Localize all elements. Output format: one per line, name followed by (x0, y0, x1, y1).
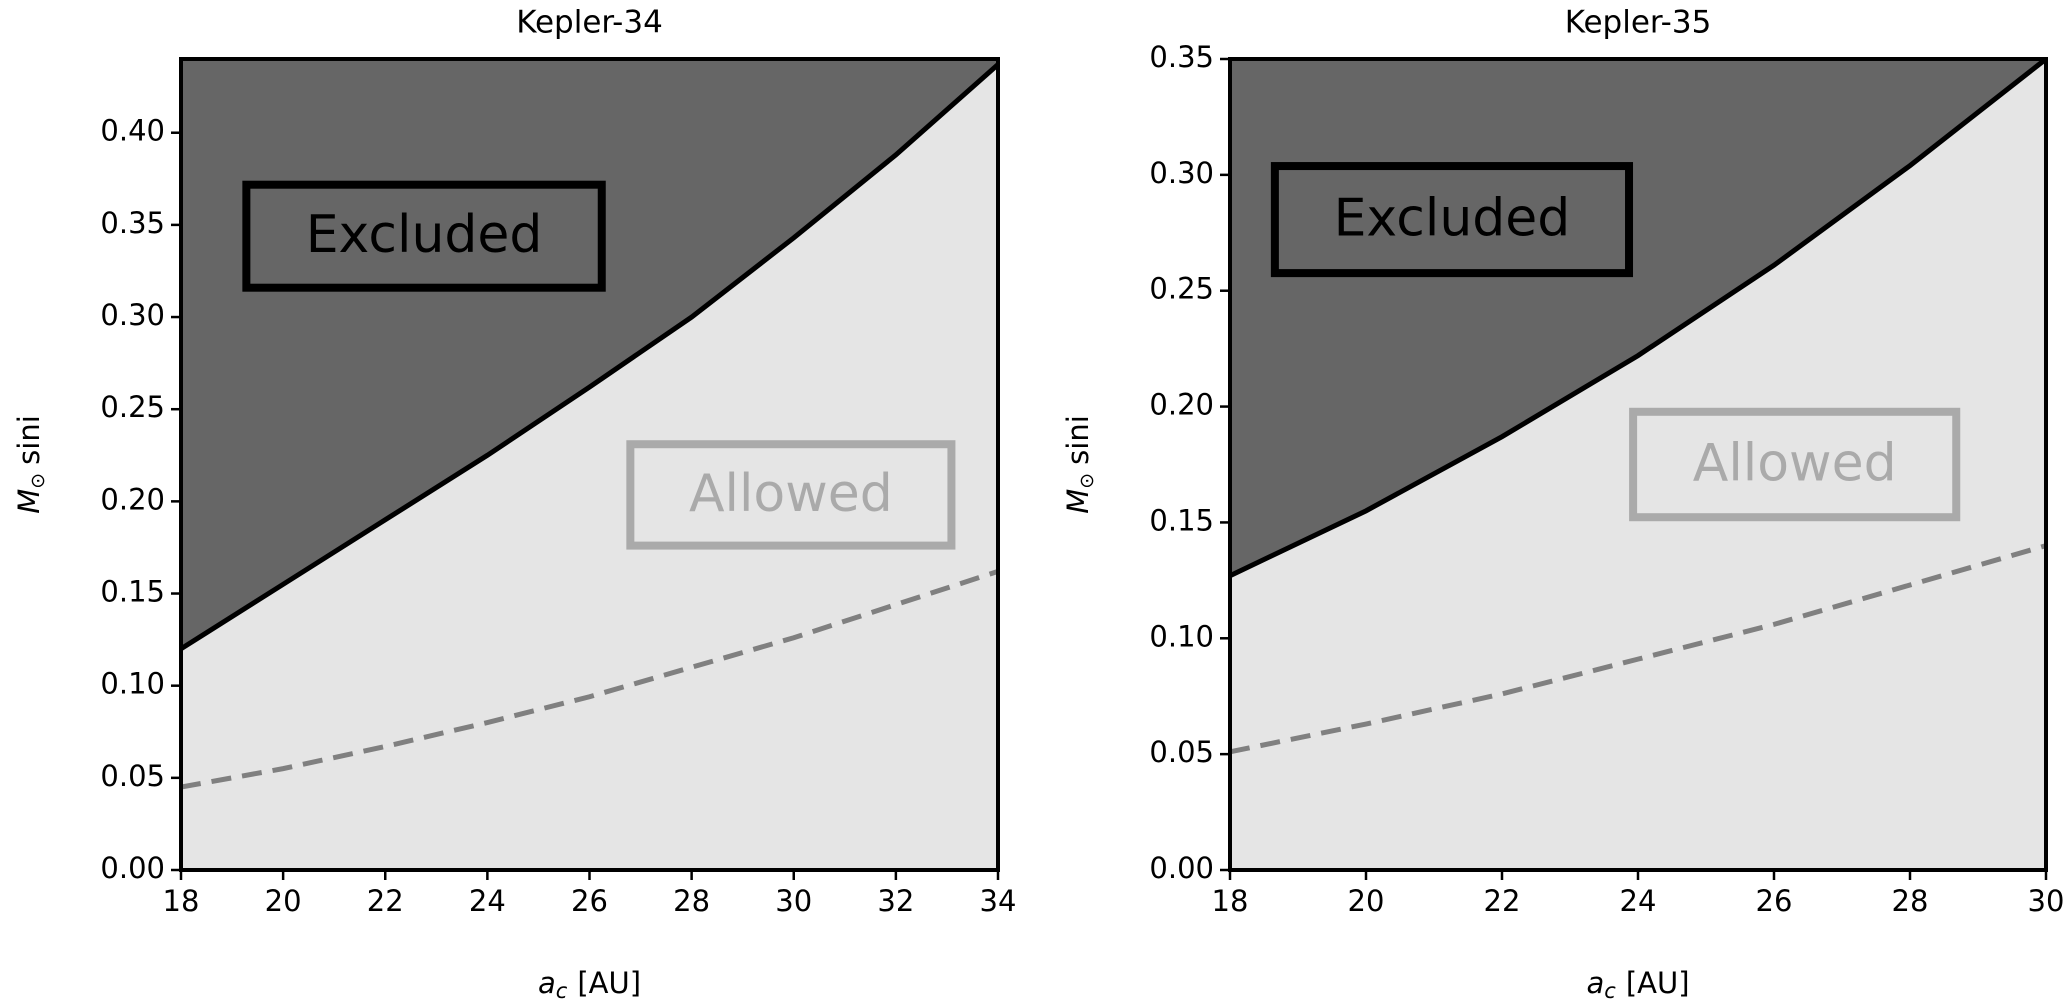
x-label-text: [AU] (1626, 966, 1690, 1000)
x-tick-label: 26 (1756, 884, 1793, 918)
annotation-box (1629, 407, 1961, 522)
y-tick-label: 0.00 (1149, 851, 1214, 885)
annotation-text: Excluded (1334, 189, 1571, 249)
y-label-text: sini (12, 415, 46, 465)
x-tick-label: 34 (980, 884, 1017, 918)
x-tick-label: 30 (2028, 884, 2065, 918)
x-tick-label: 22 (1484, 884, 1521, 918)
y-axis-label: M⊙ sini (12, 415, 49, 514)
y-label-symbol: M (1061, 489, 1095, 514)
y-tick-label: 0.10 (1149, 619, 1214, 653)
x-label-symbol: a (538, 966, 556, 1000)
y-tick-label: 0.35 (100, 206, 165, 240)
annotation-box (242, 180, 606, 292)
x-tick-label: 20 (265, 884, 302, 918)
excluded-region (181, 59, 998, 649)
x-label-subscript: c (556, 979, 568, 1003)
y-label-text: sini (1061, 415, 1095, 465)
x-tick-label: 20 (1348, 884, 1385, 918)
annotation-box (626, 440, 956, 550)
x-tick-label: 26 (571, 884, 608, 918)
y-tick-label: 0.30 (1149, 156, 1214, 190)
series-line (1228, 57, 2048, 578)
panel: Excluded Allowed 18 20 22 24 26 28 30 0.00 0.05 0.1… (1061, 5, 2064, 1004)
y-tick-label: 0.15 (100, 575, 165, 609)
y-tick-label: 0.35 (1149, 40, 1214, 74)
y-tick-label: 0.10 (100, 667, 165, 701)
annotation-text: Allowed (1693, 434, 1897, 494)
excluded-region (1230, 59, 2046, 576)
series-line (179, 62, 1000, 651)
x-tick-label: 30 (775, 884, 812, 918)
annotation-box (1270, 162, 1634, 278)
panel: Excluded Allowed 18 20 22 24 26 28 30 32 34 0.00 0.0… (12, 5, 1016, 1004)
y-label-subscript: ⊙ (1076, 473, 1098, 489)
y-tick-label: 0.15 (1149, 503, 1214, 537)
x-tick-label: 24 (469, 884, 506, 918)
chart-title: Kepler-34 (516, 5, 663, 41)
x-axis-label: ac [AU] (538, 966, 641, 1003)
x-tick-label: 24 (1620, 884, 1657, 918)
x-label-symbol: a (1586, 966, 1604, 1000)
annotation-text: Excluded (306, 205, 543, 265)
x-label-subscript: c (1604, 979, 1616, 1003)
y-tick-label: 0.20 (1149, 388, 1214, 422)
y-tick-label: 0.00 (100, 851, 165, 885)
x-tick-label: 18 (163, 884, 200, 918)
y-tick-label: 0.20 (100, 482, 165, 516)
x-tick-label: 28 (1892, 884, 1929, 918)
x-tick-label: 22 (367, 884, 404, 918)
y-axis-label: M⊙ sini (1061, 415, 1098, 514)
x-label-text: [AU] (577, 966, 641, 1000)
y-tick-label: 0.40 (100, 114, 165, 148)
x-tick-label: 28 (673, 884, 710, 918)
x-tick-label: 32 (877, 884, 914, 918)
y-tick-label: 0.05 (100, 759, 165, 793)
x-axis-label: ac [AU] (1586, 966, 1689, 1003)
x-tick-label: 18 (1212, 884, 1249, 918)
chart-title: Kepler-35 (1565, 5, 1712, 41)
annotation-text: Allowed (689, 464, 893, 524)
y-label-symbol: M (12, 489, 46, 514)
y-tick-label: 0.30 (100, 298, 165, 332)
y-label-subscript: ⊙ (27, 473, 49, 489)
series-line (180, 569, 999, 790)
y-tick-label: 0.25 (1149, 272, 1214, 306)
y-tick-label: 0.25 (100, 390, 165, 424)
y-tick-label: 0.05 (1149, 735, 1214, 769)
series-line (1229, 543, 2047, 755)
